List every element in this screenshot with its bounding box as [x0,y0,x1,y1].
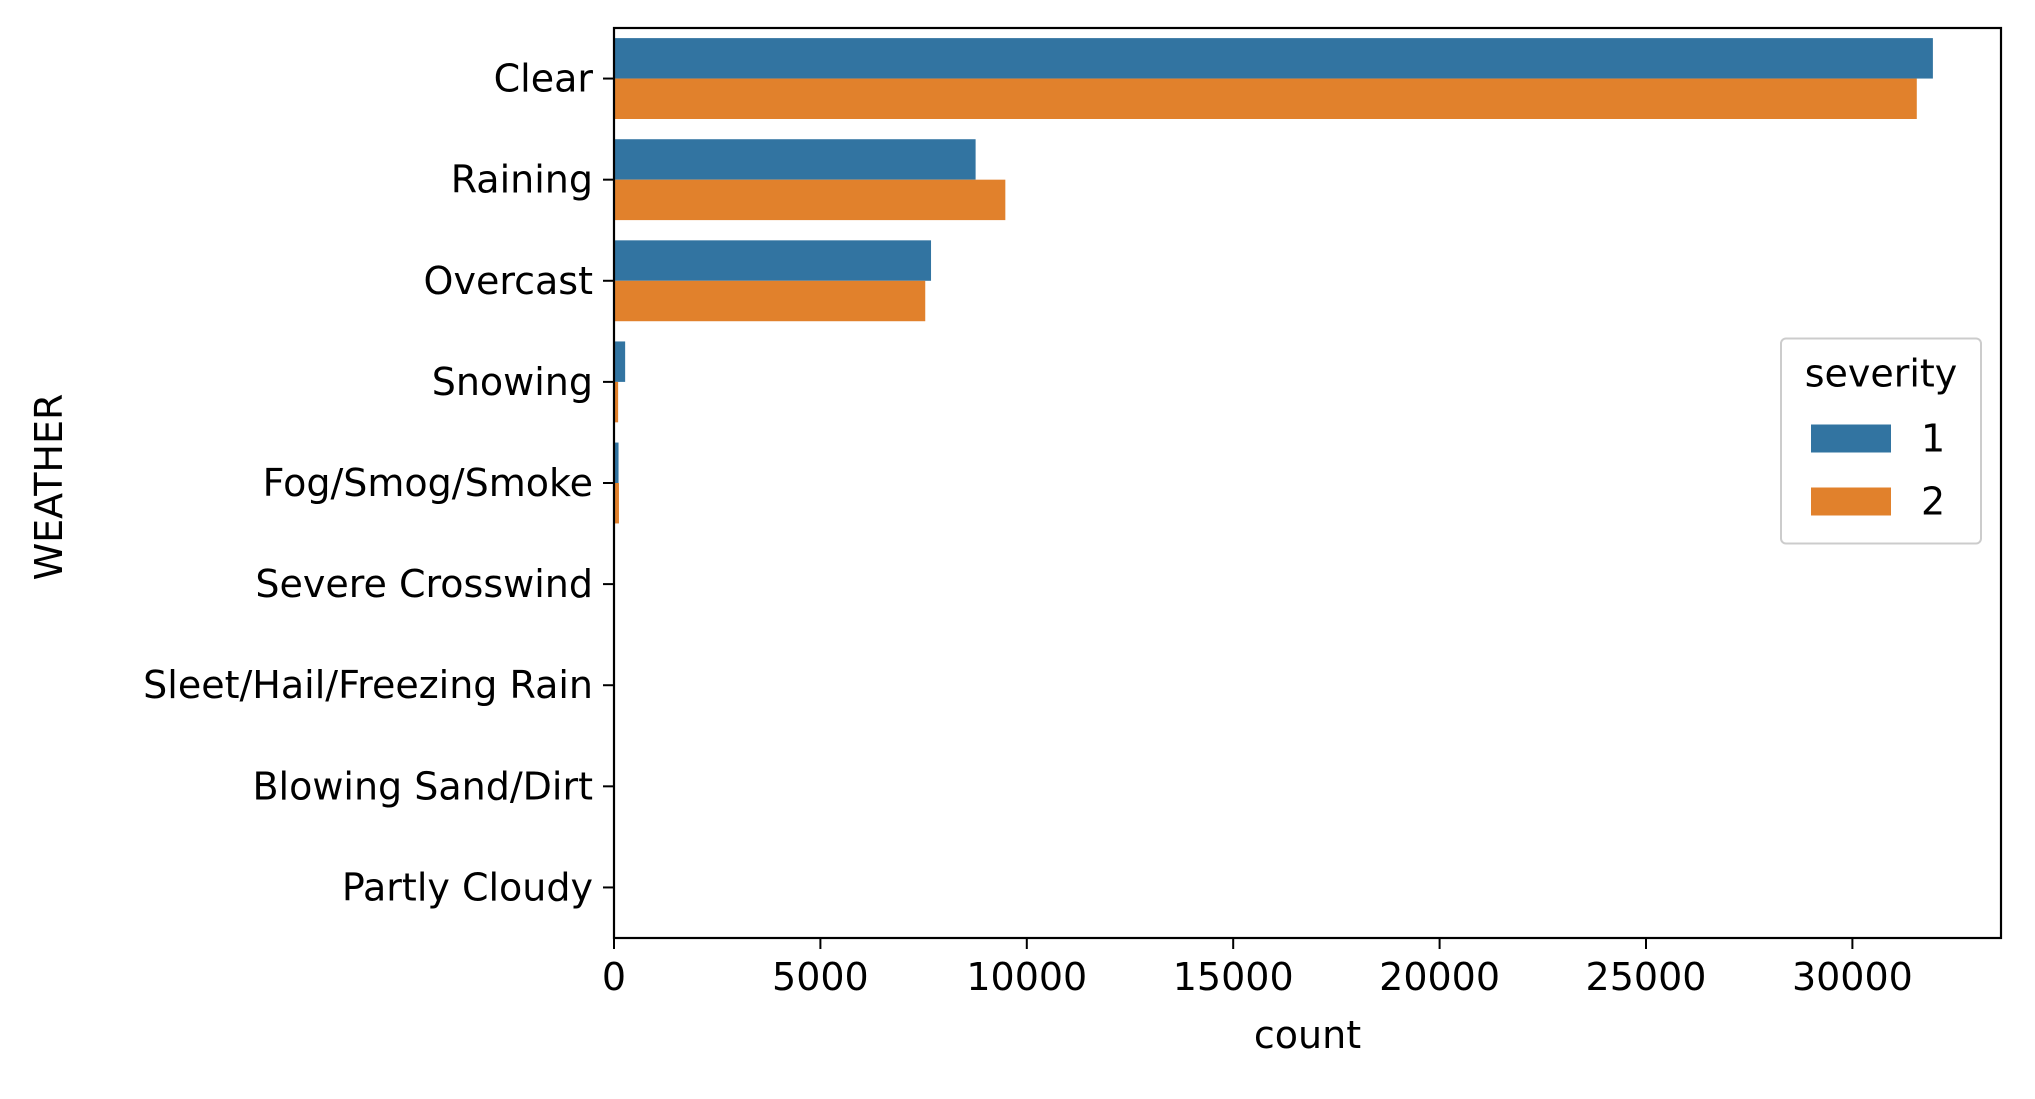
bar-clear-severity-1 [614,38,1933,78]
bar-snowing-severity-1 [614,341,625,381]
y-tick-label: Raining [451,158,593,202]
y-tick-label: Sleet/Hail/Freezing Rain [143,663,593,707]
x-tick-label: 5000 [772,955,869,999]
legend-label-severity-1: 1 [1921,417,1945,461]
x-tick-label: 10000 [966,955,1087,999]
x-axis-label: count [1254,1013,1361,1057]
legend-swatch-severity-1 [1811,425,1891,453]
bar-raining-severity-1 [614,139,976,179]
bar-overcast-severity-1 [614,240,931,280]
y-tick-label: Blowing Sand/Dirt [252,764,593,808]
bar-clear-severity-2 [614,79,1917,119]
bars-layer [614,38,1933,928]
y-tick-label: Partly Cloudy [342,865,593,909]
bar-raining-severity-2 [614,180,1005,220]
y-tick-label: Overcast [424,259,593,303]
x-tick-label: 0 [602,955,626,999]
y-axis-label: WEATHER [27,394,71,581]
y-tick-label: Severe Crosswind [255,562,593,606]
x-tick-label: 20000 [1379,955,1500,999]
y-tick-label: Snowing [432,360,593,404]
x-tick-label: 30000 [1792,955,1913,999]
x-tick-label: 25000 [1586,955,1707,999]
legend: severity 1 2 [1781,339,1981,544]
y-tick-label: Clear [494,57,594,101]
x-tick-label: 15000 [1173,955,1294,999]
bar-overcast-severity-2 [614,281,925,321]
x-axis-ticks: 0 5000 10000 15000 20000 25000 30000 [602,938,1913,999]
y-axis-ticks: Clear Raining Overcast Snowing Fog/Smog/Smok… [143,57,614,910]
legend-title: severity [1805,352,1958,396]
legend-swatch-severity-2 [1811,488,1891,516]
legend-label-severity-2: 2 [1921,480,1945,524]
y-tick-label: Fog/Smog/Smoke [263,461,593,505]
